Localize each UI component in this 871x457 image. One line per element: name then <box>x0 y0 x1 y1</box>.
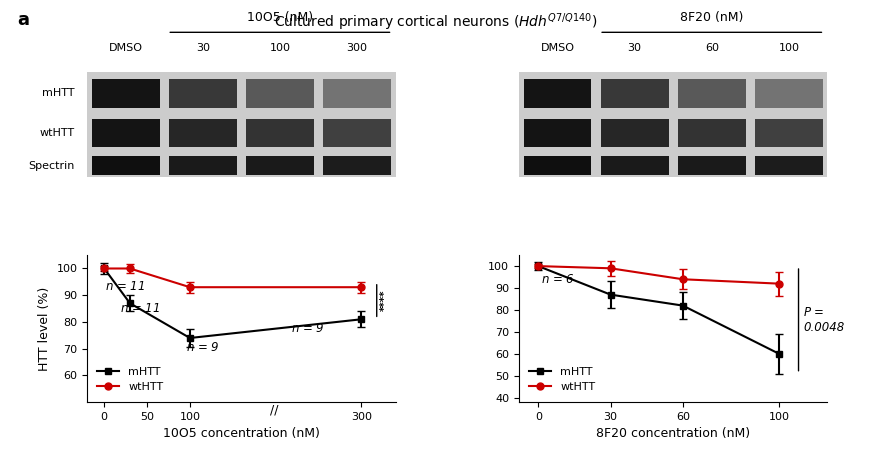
FancyBboxPatch shape <box>91 79 159 107</box>
Text: 300: 300 <box>347 43 368 53</box>
FancyBboxPatch shape <box>523 156 591 175</box>
FancyBboxPatch shape <box>169 79 237 107</box>
Text: DMSO: DMSO <box>109 43 143 53</box>
FancyBboxPatch shape <box>523 119 591 147</box>
Legend: mHTT, wtHTT: mHTT, wtHTT <box>92 362 168 397</box>
FancyBboxPatch shape <box>678 119 746 147</box>
Legend: mHTT, wtHTT: mHTT, wtHTT <box>524 362 599 397</box>
Text: //: // <box>270 404 278 416</box>
FancyBboxPatch shape <box>519 72 827 177</box>
Text: DMSO: DMSO <box>541 43 575 53</box>
FancyBboxPatch shape <box>755 119 823 147</box>
Text: 10O5 (nM): 10O5 (nM) <box>246 11 313 24</box>
FancyBboxPatch shape <box>91 119 159 147</box>
Text: Spectrin: Spectrin <box>29 161 75 171</box>
FancyBboxPatch shape <box>323 79 391 107</box>
Text: wtHTT: wtHTT <box>40 128 75 138</box>
Text: 100: 100 <box>269 43 290 53</box>
Text: $n$ = 11: $n$ = 11 <box>119 302 159 315</box>
FancyBboxPatch shape <box>601 156 669 175</box>
Text: $n$ = 9: $n$ = 9 <box>291 322 325 335</box>
Text: $P$ =
0.0048: $P$ = 0.0048 <box>803 306 845 334</box>
FancyBboxPatch shape <box>323 156 391 175</box>
X-axis label: 8F20 concentration (nM): 8F20 concentration (nM) <box>596 427 750 441</box>
Text: 100: 100 <box>779 43 800 53</box>
Text: mHTT: mHTT <box>43 88 75 98</box>
FancyBboxPatch shape <box>246 79 314 107</box>
FancyBboxPatch shape <box>678 79 746 107</box>
Text: 30: 30 <box>628 43 642 53</box>
FancyBboxPatch shape <box>601 119 669 147</box>
FancyBboxPatch shape <box>87 72 395 177</box>
FancyBboxPatch shape <box>523 79 591 107</box>
FancyBboxPatch shape <box>169 119 237 147</box>
Text: $n$ = 9: $n$ = 9 <box>186 341 220 354</box>
FancyBboxPatch shape <box>678 156 746 175</box>
Text: 8F20 (nM): 8F20 (nM) <box>680 11 744 24</box>
Text: 60: 60 <box>705 43 719 53</box>
FancyBboxPatch shape <box>246 119 314 147</box>
FancyBboxPatch shape <box>755 79 823 107</box>
FancyBboxPatch shape <box>246 156 314 175</box>
Y-axis label: HTT level (%): HTT level (%) <box>37 287 51 371</box>
Text: a: a <box>17 11 30 29</box>
Text: $n$ = 6: $n$ = 6 <box>541 273 574 286</box>
Text: $n$ = 11: $n$ = 11 <box>105 280 145 292</box>
FancyBboxPatch shape <box>323 119 391 147</box>
FancyBboxPatch shape <box>601 79 669 107</box>
Text: ****: **** <box>380 290 390 311</box>
X-axis label: 10O5 concentration (nM): 10O5 concentration (nM) <box>163 427 320 441</box>
FancyBboxPatch shape <box>755 156 823 175</box>
FancyBboxPatch shape <box>91 156 159 175</box>
Text: Cultured primary cortical neurons ($\mathit{Hdh}^{Q7/Q140}$): Cultured primary cortical neurons ($\mat… <box>273 11 598 33</box>
Text: 30: 30 <box>196 43 210 53</box>
FancyBboxPatch shape <box>169 156 237 175</box>
